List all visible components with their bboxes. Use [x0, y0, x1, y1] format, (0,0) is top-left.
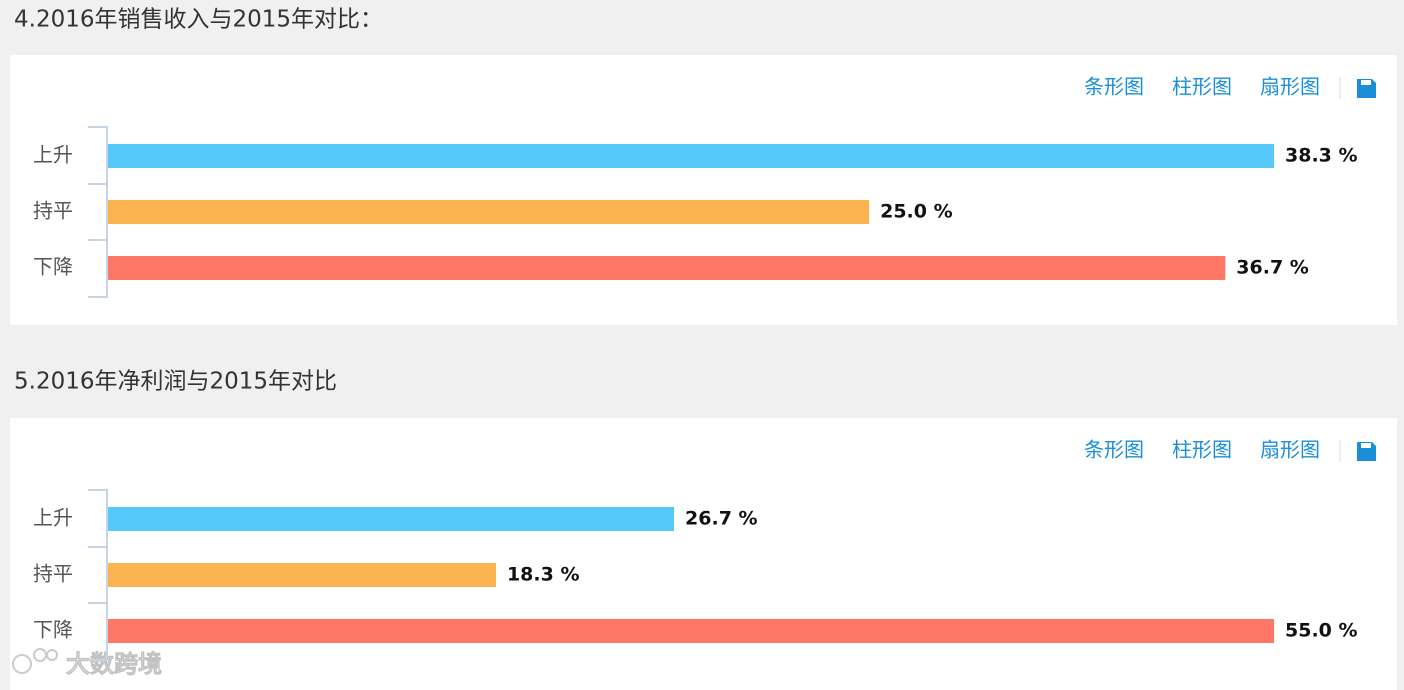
value-label: 36.7 %: [1236, 257, 1309, 279]
chart-type-button[interactable]: 柱形图: [1172, 438, 1232, 462]
bar: [108, 144, 1274, 168]
panel: [10, 418, 1397, 690]
category-label: 持平: [33, 562, 73, 586]
chart-type-button[interactable]: 条形图: [1084, 438, 1144, 462]
value-label: 38.3 %: [1285, 145, 1358, 167]
category-label: 持平: [33, 199, 73, 223]
category-label: 下降: [33, 255, 73, 279]
bar: [108, 256, 1226, 280]
category-label: 上升: [33, 506, 73, 530]
value-label: 25.0 %: [880, 201, 953, 223]
bar: [108, 200, 870, 224]
chart-type-button[interactable]: 条形图: [1084, 75, 1144, 99]
section-title: 5.2016年净利润与2015年对比: [14, 369, 337, 395]
bar: [108, 563, 496, 587]
chart-type-button[interactable]: 柱形图: [1172, 75, 1232, 99]
chart-type-button[interactable]: 扇形图: [1260, 75, 1320, 99]
chart-type-button[interactable]: 扇形图: [1260, 438, 1320, 462]
category-axis: [88, 126, 108, 298]
value-label: 26.7 %: [685, 508, 758, 530]
value-label: 55.0 %: [1285, 620, 1358, 642]
save-icon-slot: [1361, 80, 1371, 85]
save-icon-slot: [1361, 443, 1371, 448]
value-label: 18.3 %: [507, 564, 580, 586]
category-axis: [88, 489, 108, 661]
category-label: 上升: [33, 143, 73, 167]
section-title: 4.2016年销售收入与2015年对比：: [14, 7, 383, 33]
watermark-logo: [12, 648, 58, 674]
bar: [108, 507, 675, 531]
bar: [108, 619, 1274, 643]
category-label: 下降: [33, 618, 73, 642]
watermark: 大数跨境: [66, 650, 162, 678]
